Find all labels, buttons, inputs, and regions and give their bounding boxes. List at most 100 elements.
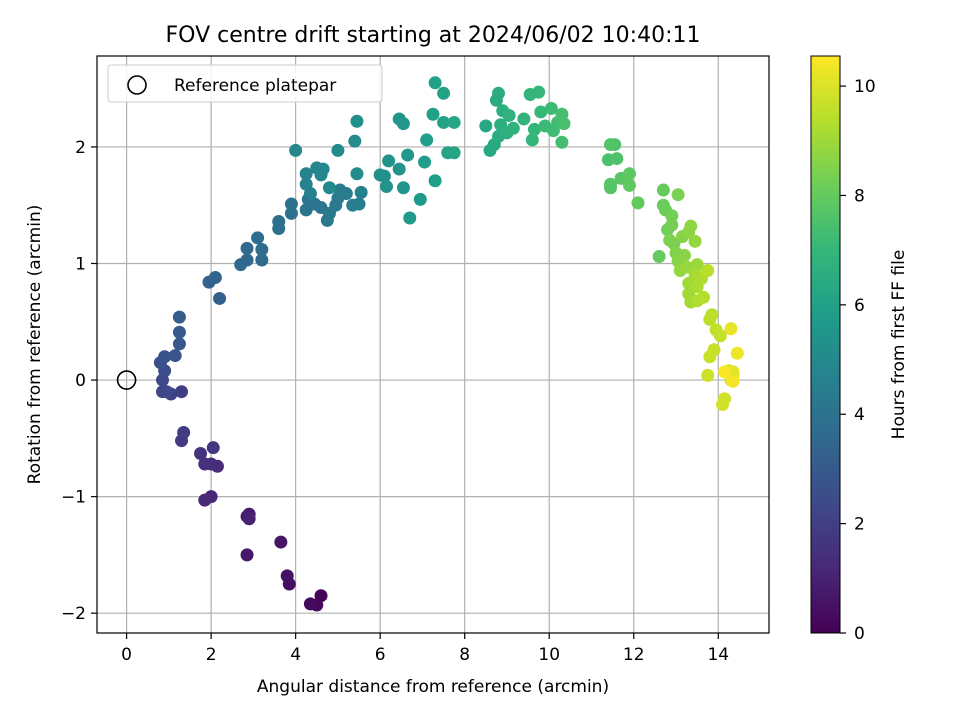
data-point: [418, 155, 432, 169]
y-tick-label: −2: [61, 604, 86, 624]
data-point: [684, 219, 698, 233]
y-tick-label: −1: [61, 488, 86, 508]
data-point: [544, 101, 558, 115]
data-point: [696, 290, 710, 304]
x-tick-label: 6: [375, 645, 386, 665]
data-point: [479, 119, 493, 133]
data-point: [631, 196, 645, 210]
data-point: [492, 86, 506, 100]
y-axis-label: Rotation from reference (arcmin): [25, 205, 45, 485]
x-tick-label: 8: [459, 645, 470, 665]
data-point: [730, 346, 744, 360]
data-point: [677, 248, 691, 262]
data-point: [671, 188, 685, 202]
data-point: [502, 108, 516, 122]
colorbar-tick-label: 6: [854, 296, 865, 316]
data-point: [331, 143, 345, 157]
data-point: [242, 512, 256, 526]
data-point: [320, 213, 334, 227]
y-tick-label: 1: [75, 254, 86, 274]
data-point: [396, 117, 410, 131]
data-point: [703, 312, 717, 326]
data-point: [175, 385, 189, 399]
y-axis-ticks: −2 −1 0 1 2: [61, 138, 97, 624]
data-point: [172, 325, 186, 339]
data-point: [420, 133, 434, 147]
data-point: [413, 192, 427, 206]
colorbar-tick-label: 10: [854, 77, 876, 97]
data-point: [240, 253, 254, 267]
data-point: [447, 146, 461, 160]
y-tick-label: 0: [75, 371, 86, 391]
data-point: [665, 209, 679, 223]
data-point: [392, 162, 406, 176]
colorbar-tick-label: 4: [854, 405, 865, 425]
data-point: [701, 368, 715, 382]
data-point: [177, 426, 191, 440]
data-point: [428, 76, 442, 90]
data-point: [198, 493, 212, 507]
data-point: [272, 215, 286, 229]
data-point: [284, 197, 298, 211]
data-point: [426, 107, 440, 121]
legend-entry: Reference platepar: [174, 76, 336, 96]
data-point: [194, 446, 208, 460]
data-point: [555, 135, 569, 149]
data-point: [382, 154, 396, 168]
data-point: [557, 117, 571, 131]
data-point: [339, 187, 353, 201]
data-point: [428, 174, 442, 188]
x-tick-label: 4: [290, 645, 301, 665]
data-point: [198, 457, 212, 471]
colorbar-ticks: 0 2 4 6 8 10: [840, 77, 876, 644]
data-point: [255, 242, 269, 256]
data-point: [160, 385, 174, 399]
data-point: [280, 569, 294, 583]
data-point: [350, 167, 364, 181]
data-point: [532, 85, 546, 99]
data-point: [716, 398, 730, 412]
data-point: [726, 374, 740, 388]
data-point: [396, 181, 410, 195]
data-point: [656, 183, 670, 197]
data-point: [206, 441, 220, 455]
data-point: [688, 234, 702, 248]
data-point: [172, 310, 186, 324]
colorbar-label: Hours from first FF file: [889, 250, 909, 440]
data-point: [652, 249, 666, 263]
x-tick-label: 2: [206, 645, 217, 665]
x-axis-ticks: 0 2 4 6 8 10 12 14: [121, 633, 729, 665]
data-point: [240, 241, 254, 255]
data-point: [724, 322, 738, 336]
data-point: [534, 105, 548, 119]
x-tick-label: 10: [538, 645, 560, 665]
x-tick-label: 0: [121, 645, 132, 665]
data-point: [208, 270, 222, 284]
y-tick-label: 2: [75, 138, 86, 158]
colorbar-tick-label: 2: [854, 515, 865, 535]
colorbar-tick-label: 0: [854, 624, 865, 644]
data-point: [718, 365, 732, 379]
data-point: [322, 181, 336, 195]
data-point: [517, 112, 531, 126]
data-point: [348, 134, 362, 148]
data-point: [213, 291, 227, 305]
x-tick-label: 12: [623, 645, 645, 665]
data-point: [172, 337, 186, 351]
data-point: [403, 211, 417, 225]
data-point: [506, 121, 520, 135]
legend: Reference platepar: [107, 64, 383, 103]
data-point: [168, 349, 182, 363]
data-point: [447, 115, 461, 129]
data-point: [158, 350, 172, 364]
data-point: [299, 177, 313, 191]
x-axis-label: Angular distance from reference (arcmin): [257, 677, 609, 697]
data-point: [623, 167, 637, 181]
data-point: [437, 86, 451, 100]
legend-marker: [127, 75, 147, 95]
plot-frame: [96, 55, 770, 634]
data-point: [316, 162, 330, 176]
chart-title: FOV centre drift starting at 2024/06/02 …: [166, 23, 701, 48]
data-point: [377, 169, 391, 183]
